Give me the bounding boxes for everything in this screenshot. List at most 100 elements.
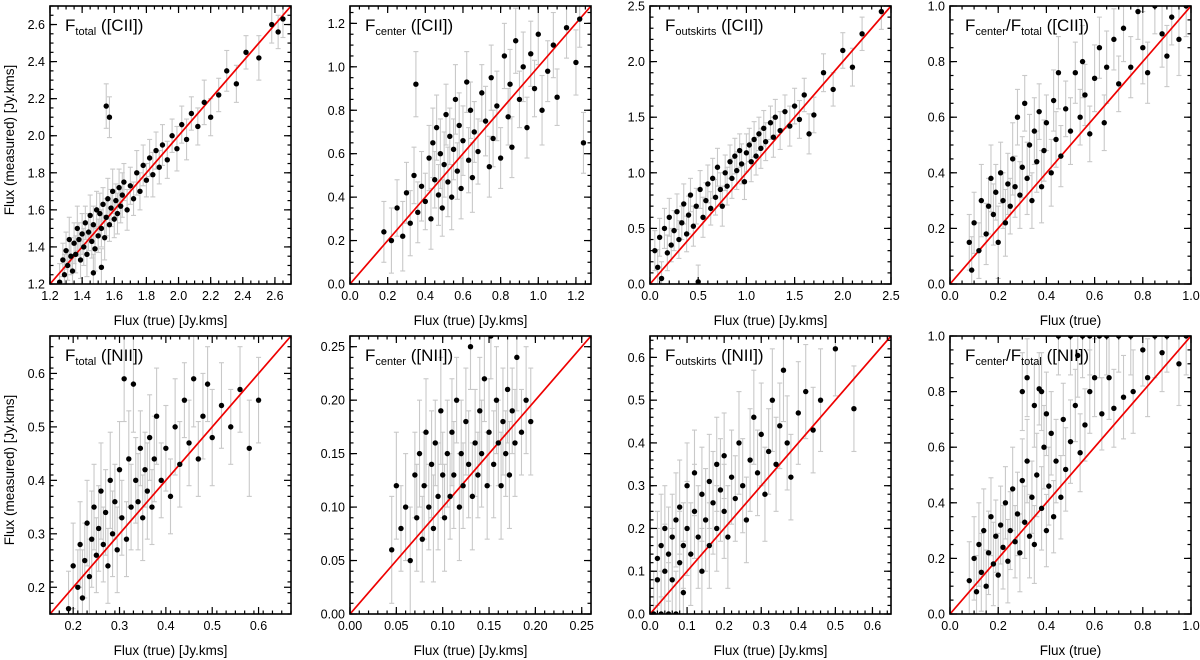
- svg-text:0.5: 0.5: [204, 619, 221, 633]
- svg-text:1.5: 1.5: [628, 111, 645, 125]
- svg-text:2.4: 2.4: [234, 289, 251, 303]
- svg-text:2.0: 2.0: [28, 129, 45, 143]
- title-text: ([CII]): [716, 16, 764, 35]
- svg-text:0.8: 0.8: [328, 104, 345, 118]
- svg-text:0.4: 0.4: [28, 474, 45, 488]
- panel-title: Fcenter/Ftotal ([CII]): [965, 16, 1089, 38]
- panel-title: Ftotal ([CII]): [65, 16, 143, 38]
- svg-text:0.6: 0.6: [928, 111, 945, 125]
- svg-text:0.15: 0.15: [321, 447, 345, 461]
- svg-text:1.4: 1.4: [28, 240, 45, 254]
- svg-text:1.0: 1.0: [1182, 619, 1199, 633]
- title-text: F: [65, 346, 76, 365]
- svg-text:0.2: 0.2: [990, 619, 1007, 633]
- title-text: ([NII]): [1041, 346, 1090, 365]
- title-text: /F: [1005, 346, 1022, 365]
- title-text: F: [65, 16, 76, 35]
- svg-text:0.00: 0.00: [338, 619, 362, 633]
- svg-text:0.4: 0.4: [1038, 289, 1055, 303]
- svg-text:0.1: 0.1: [628, 565, 645, 579]
- title-text: ([CII]): [405, 16, 454, 35]
- panel-fcenter-cii: 0.0 0.0 0.2 0.2 0.4 0.4 0.6 0.6 0.8 0.8 1.0 1.0 1.2 1…: [300, 0, 600, 330]
- svg-text:0.2: 0.2: [928, 552, 945, 566]
- panel-title: Fcenter ([NII]): [365, 346, 453, 368]
- title-subscript: center: [375, 356, 406, 368]
- svg-text:0.20: 0.20: [321, 394, 345, 408]
- svg-text:0.4: 0.4: [790, 619, 807, 633]
- scatter-plot-fcenter-cii: 0.00.0 0.2 0.2 0.4 0.4 0.6 0.6 0.8 0.8 1.0 1.0 1.2 1…: [328, 5, 592, 303]
- title-subscript: total: [75, 356, 97, 368]
- svg-text:0.1: 0.1: [678, 619, 695, 633]
- svg-text:0.6: 0.6: [250, 619, 267, 633]
- svg-text:0.0: 0.0: [628, 278, 645, 292]
- svg-text:0.4: 0.4: [417, 289, 434, 303]
- title-text: F: [365, 16, 376, 35]
- title-text: F: [665, 346, 676, 365]
- svg-text:1.0: 1.0: [328, 60, 345, 74]
- y-axis-label: Flux (measured) [Jy.kms]: [2, 64, 17, 216]
- panel-title: Foutskirts ([CII]): [665, 16, 764, 38]
- svg-text:2.5: 2.5: [628, 0, 645, 14]
- title-text: F: [965, 16, 976, 35]
- svg-text:1.2: 1.2: [567, 289, 584, 303]
- title-subscript: outskirts: [675, 356, 717, 368]
- svg-text:0.00: 0.00: [321, 608, 345, 622]
- scatter-plot-ratio-nii: 0.00.0 0.2 0.2 0.4 0.4 0.6 0.6 0.8 0.8 1.0 1.0: [928, 330, 1200, 633]
- x-axis-label: Flux (true) [Jy.kms]: [113, 643, 228, 658]
- svg-text:0.2: 0.2: [64, 619, 81, 633]
- svg-text:0.6: 0.6: [928, 441, 945, 455]
- svg-text:0.0: 0.0: [928, 608, 945, 622]
- svg-text:1.0: 1.0: [628, 166, 645, 180]
- svg-text:2.5: 2.5: [882, 289, 899, 303]
- svg-text:0.2: 0.2: [715, 619, 732, 633]
- svg-text:0.8: 0.8: [928, 55, 945, 69]
- title-text: ([CII]): [96, 16, 144, 35]
- title-text: ([NII]): [96, 346, 144, 365]
- panel-title: Fcenter/Ftotal ([NII]): [965, 346, 1089, 368]
- svg-text:2.0: 2.0: [834, 289, 851, 303]
- x-axis-label: Flux (true) [Jy.kms]: [113, 313, 228, 328]
- svg-text:0.25: 0.25: [321, 340, 345, 354]
- svg-text:1.0: 1.0: [928, 0, 945, 14]
- svg-text:0.4: 0.4: [628, 436, 645, 450]
- svg-text:0.5: 0.5: [690, 289, 707, 303]
- svg-text:0.8: 0.8: [928, 385, 945, 399]
- svg-text:0.0: 0.0: [941, 289, 958, 303]
- panel-ratio-cii: 0.0 0.0 0.2 0.2 0.4 0.4 0.6 0.6 0.8 0.8 1.0 1.0 Fce…: [900, 0, 1200, 330]
- panel-title: Foutskirts ([NII]): [665, 346, 764, 368]
- svg-text:2.0: 2.0: [628, 55, 645, 69]
- panel-title: Ftotal ([NII]): [65, 346, 143, 368]
- svg-text:0.2: 0.2: [379, 289, 396, 303]
- svg-text:0.05: 0.05: [384, 619, 408, 633]
- panel-title: Fcenter ([CII]): [365, 16, 453, 38]
- svg-text:0.0: 0.0: [328, 278, 345, 292]
- svg-text:0.20: 0.20: [523, 619, 547, 633]
- panel-fcenter-nii: 0.00 0.00 0.05 0.05 0.10 0.10 0.15 0.15 0.20 0.20…: [300, 330, 600, 660]
- svg-text:2.4: 2.4: [28, 55, 45, 69]
- svg-text:2.2: 2.2: [28, 92, 45, 106]
- svg-text:1.4: 1.4: [73, 289, 90, 303]
- svg-text:0.2: 0.2: [28, 581, 45, 595]
- title-text: ([NII]): [716, 346, 764, 365]
- title-text: ([CII]): [1041, 16, 1090, 35]
- svg-text:0.6: 0.6: [628, 351, 645, 365]
- title-subscript: center: [375, 26, 406, 38]
- svg-text:0.4: 0.4: [157, 619, 174, 633]
- svg-text:1.6: 1.6: [106, 289, 123, 303]
- title-subscript: center: [975, 26, 1006, 38]
- y-axis-label: Flux (measured) [Jy.kms]: [2, 394, 17, 546]
- svg-text:0.0: 0.0: [641, 289, 658, 303]
- svg-text:0.6: 0.6: [1086, 289, 1103, 303]
- svg-text:0.5: 0.5: [28, 420, 45, 434]
- svg-text:1.8: 1.8: [28, 166, 45, 180]
- svg-text:0.2: 0.2: [328, 234, 345, 248]
- x-axis-label: Flux (true) [Jy.kms]: [413, 643, 528, 658]
- title-subscript: total: [75, 26, 97, 38]
- svg-text:0.4: 0.4: [928, 496, 945, 510]
- panel-ftotal-nii: 0.2 0.2 0.3 0.3 0.4 0.4 0.5 0.5 0.6 0.6 Ftotal ([…: [0, 330, 300, 660]
- title-subscript: total: [1021, 26, 1042, 38]
- panel-foutskirts-cii: 0.0 0.0 0.5 0.5 1.0 1.0 1.5 1.5 2.0 2.0 2.5 2.5 Fou…: [600, 0, 900, 330]
- svg-text:1.5: 1.5: [786, 289, 803, 303]
- svg-text:2.0: 2.0: [170, 289, 187, 303]
